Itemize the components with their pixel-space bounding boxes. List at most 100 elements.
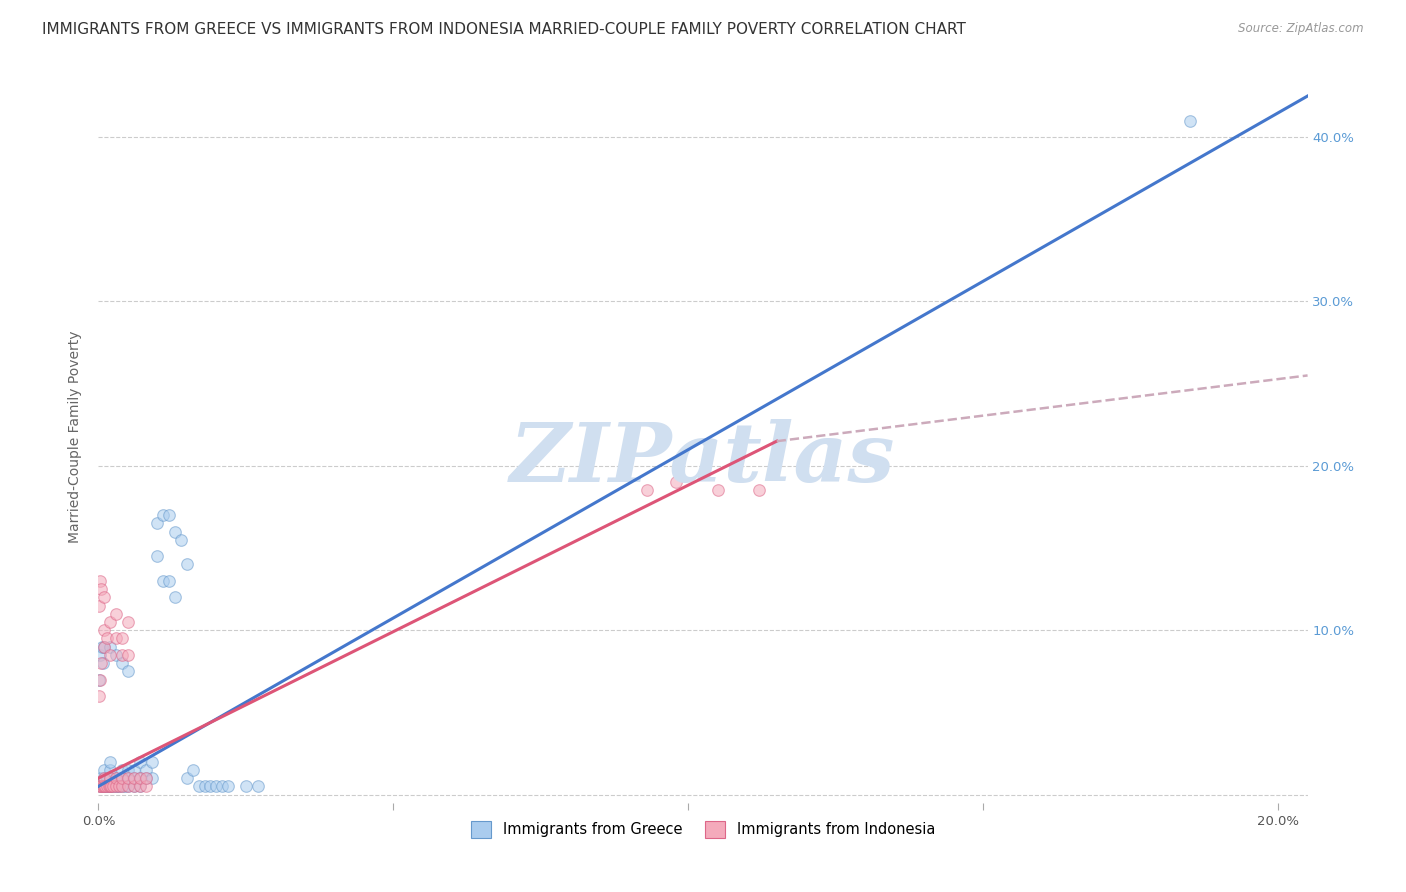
Point — [665, 475, 688, 490]
Point — [235, 780, 257, 794]
Point — [101, 780, 124, 794]
Point — [117, 771, 139, 785]
Point — [94, 780, 117, 794]
Point — [117, 780, 139, 794]
Point — [100, 780, 122, 794]
Point — [114, 780, 136, 794]
Point — [205, 780, 228, 794]
Point — [91, 656, 114, 670]
Point — [117, 615, 139, 629]
Point — [98, 780, 121, 794]
Point — [748, 483, 770, 498]
Point — [135, 763, 157, 777]
Point — [141, 755, 163, 769]
Point — [176, 558, 198, 572]
Point — [111, 648, 134, 662]
Point — [111, 763, 134, 777]
Point — [87, 673, 110, 687]
Legend: Immigrants from Greece, Immigrants from Indonesia: Immigrants from Greece, Immigrants from … — [463, 813, 943, 847]
Point — [122, 780, 145, 794]
Point — [111, 780, 134, 794]
Point — [90, 582, 112, 596]
Point — [128, 780, 150, 794]
Point — [105, 780, 128, 794]
Point — [91, 780, 114, 794]
Point — [105, 780, 128, 794]
Point — [170, 533, 193, 547]
Point — [91, 640, 114, 654]
Point — [117, 771, 139, 785]
Point — [157, 574, 180, 588]
Point — [122, 771, 145, 785]
Point — [98, 648, 121, 662]
Point — [96, 780, 118, 794]
Point — [93, 640, 115, 654]
Point — [93, 624, 115, 638]
Point — [165, 591, 187, 605]
Point — [89, 574, 111, 588]
Point — [117, 648, 139, 662]
Point — [1178, 113, 1201, 128]
Point — [128, 780, 150, 794]
Point — [165, 524, 187, 539]
Point — [706, 483, 728, 498]
Text: Source: ZipAtlas.com: Source: ZipAtlas.com — [1239, 22, 1364, 36]
Point — [135, 780, 157, 794]
Point — [146, 516, 169, 531]
Point — [122, 763, 145, 777]
Point — [157, 508, 180, 523]
Point — [90, 780, 112, 794]
Point — [217, 780, 239, 794]
Point — [89, 771, 111, 785]
Point — [96, 632, 118, 646]
Point — [111, 656, 134, 670]
Text: ZIPatlas: ZIPatlas — [510, 419, 896, 499]
Point — [117, 780, 139, 794]
Point — [87, 689, 110, 703]
Point — [128, 755, 150, 769]
Point — [93, 763, 115, 777]
Point — [122, 780, 145, 794]
Y-axis label: Married-Couple Family Poverty: Married-Couple Family Poverty — [69, 331, 83, 543]
Point — [96, 771, 118, 785]
Point — [89, 673, 111, 687]
Point — [108, 780, 131, 794]
Point — [94, 780, 117, 794]
Point — [93, 640, 115, 654]
Point — [105, 780, 128, 794]
Point — [98, 755, 121, 769]
Point — [90, 780, 112, 794]
Point — [108, 780, 131, 794]
Point — [135, 771, 157, 785]
Point — [101, 780, 124, 794]
Text: IMMIGRANTS FROM GREECE VS IMMIGRANTS FROM INDONESIA MARRIED-COUPLE FAMILY POVERT: IMMIGRANTS FROM GREECE VS IMMIGRANTS FRO… — [42, 22, 966, 37]
Point — [93, 591, 115, 605]
Point — [122, 771, 145, 785]
Point — [89, 780, 111, 794]
Point — [135, 771, 157, 785]
Point — [128, 771, 150, 785]
Point — [146, 549, 169, 564]
Point — [105, 632, 128, 646]
Point — [98, 771, 121, 785]
Point — [152, 508, 174, 523]
Point — [94, 780, 117, 794]
Point — [98, 640, 121, 654]
Point — [98, 780, 121, 794]
Point — [93, 780, 115, 794]
Point — [98, 615, 121, 629]
Point — [93, 771, 115, 785]
Point — [181, 763, 204, 777]
Point — [111, 771, 134, 785]
Point — [141, 771, 163, 785]
Point — [93, 771, 115, 785]
Point — [90, 656, 112, 670]
Point — [111, 780, 134, 794]
Point — [105, 771, 128, 785]
Point — [117, 763, 139, 777]
Point — [105, 648, 128, 662]
Point — [200, 780, 222, 794]
Point — [187, 780, 209, 794]
Point — [89, 780, 111, 794]
Point — [128, 771, 150, 785]
